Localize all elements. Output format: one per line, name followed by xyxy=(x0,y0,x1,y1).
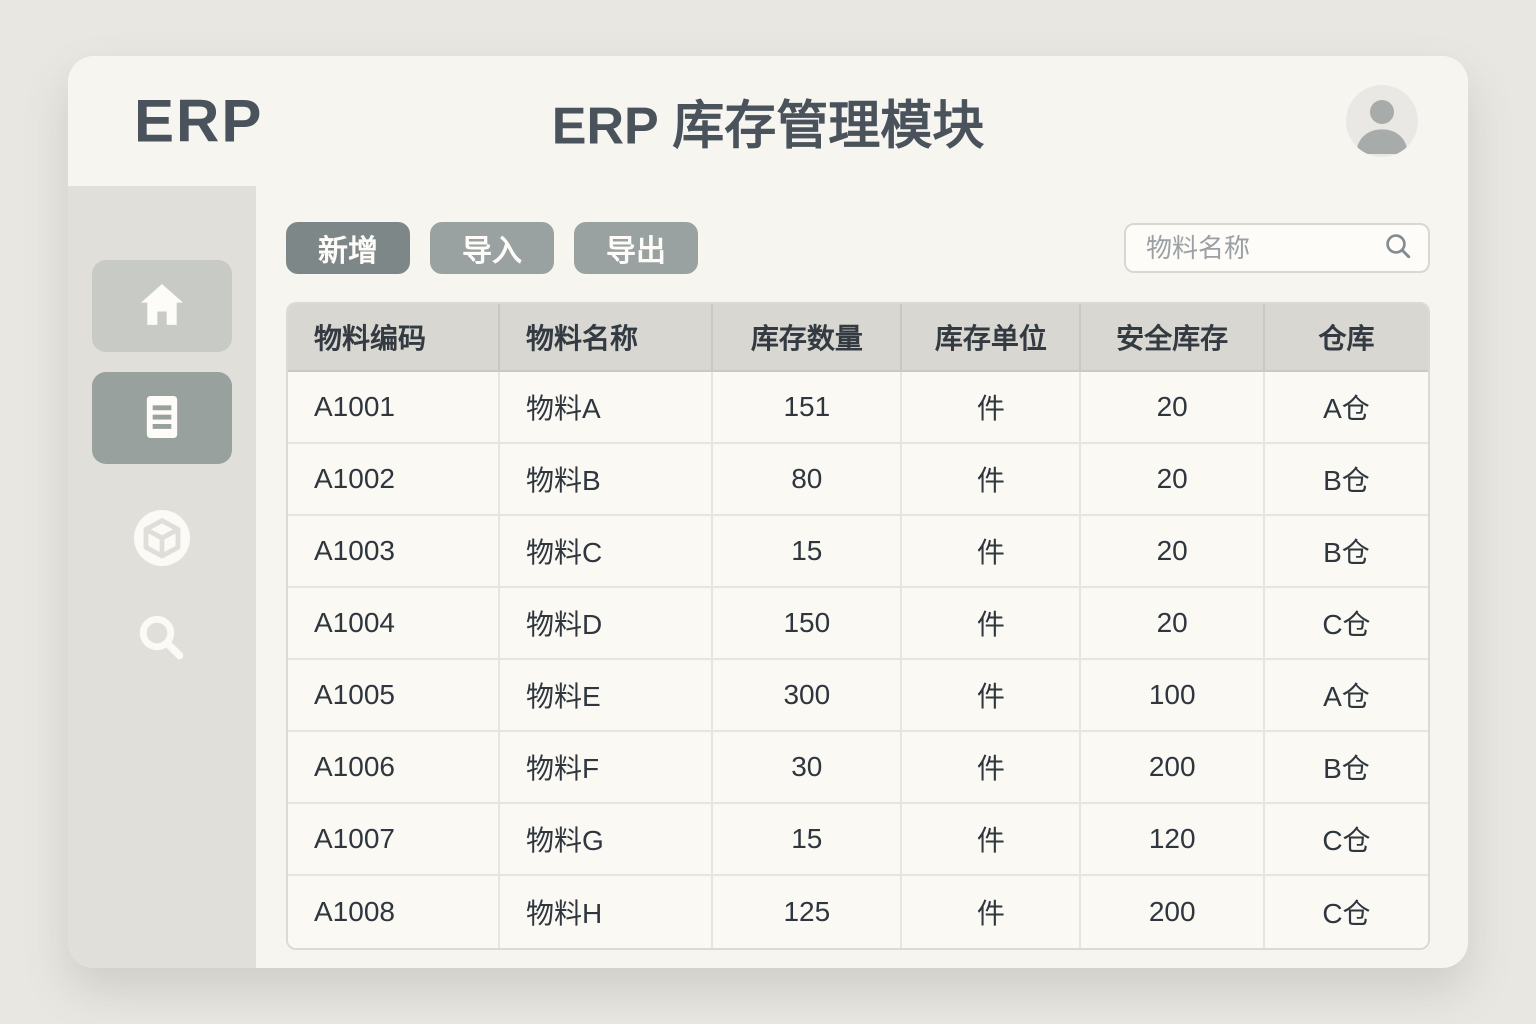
table-cell: 物料E xyxy=(500,660,714,730)
magnifier-icon xyxy=(1382,230,1414,267)
person-icon xyxy=(1346,100,1418,157)
table-cell: A1005 xyxy=(288,660,501,730)
search-box xyxy=(1124,223,1430,273)
table-cell: 20 xyxy=(1081,372,1265,442)
table-cell: 125 xyxy=(713,876,903,948)
table-cell: 件 xyxy=(902,588,1082,658)
export-button[interactable]: 导出 xyxy=(574,222,698,274)
search-icon xyxy=(132,608,192,671)
user-avatar[interactable] xyxy=(1346,85,1418,157)
table-cell: A1002 xyxy=(288,444,501,514)
table-cell: 物料H xyxy=(500,876,714,948)
table-cell: C仓 xyxy=(1322,898,1371,929)
table-cell: B仓 xyxy=(1323,753,1370,784)
sidebar-item-materials[interactable] xyxy=(92,504,232,574)
sidebar-nav xyxy=(68,186,256,968)
table-cell: 20 xyxy=(1081,516,1265,586)
table-cell: A1004 xyxy=(288,588,501,658)
app-logo: ERP xyxy=(134,87,264,155)
table-cell: 30 xyxy=(713,732,903,802)
table-cell: 件 xyxy=(902,732,1082,802)
table-cell: 120 xyxy=(1081,804,1265,874)
inventory-table: 物料编码 物料名称 库存数量 库存单位 安全库存 仓库 A1001 物料A 151 件 20 A仓 A… xyxy=(286,302,1430,950)
table-row[interactable]: A1008 物料H 125 件 200 C仓 xyxy=(288,876,1428,948)
table-cell: A1008 xyxy=(288,876,501,948)
inventory-table-body: A1001 物料A 151 件 20 A仓 A1002 物料B 80 件 20 B仓 A1003 物料C 1… xyxy=(288,372,1428,948)
column-header: 库存单位 xyxy=(902,304,1082,370)
table-row[interactable]: A1004 物料D 150 件 20 C仓 xyxy=(288,588,1428,660)
table-cell: 物料B xyxy=(500,444,714,514)
add-button[interactable]: 新增 xyxy=(286,222,410,274)
page-title: ERP 库存管理模块 xyxy=(551,97,985,156)
search-input[interactable] xyxy=(1146,232,1382,264)
column-header: 库存数量 xyxy=(713,304,903,370)
document-icon xyxy=(134,389,190,448)
table-cell: A1006 xyxy=(288,732,501,802)
table-cell: 物料G xyxy=(500,804,714,874)
app-header: ERP ERP 库存管理模块 xyxy=(68,56,1468,186)
cube-icon xyxy=(130,506,194,573)
table-cell: 件 xyxy=(902,660,1082,730)
table-cell: 80 xyxy=(713,444,903,514)
table-cell: 15 xyxy=(713,804,903,874)
table-cell: A1003 xyxy=(288,516,501,586)
table-cell: 15 xyxy=(713,516,903,586)
table-cell: 20 xyxy=(1081,444,1265,514)
column-header: 仓库 xyxy=(1318,323,1375,354)
table-cell: B仓 xyxy=(1323,465,1370,496)
sidebar-item-inventory[interactable] xyxy=(92,372,232,464)
table-row[interactable]: A1002 物料B 80 件 20 B仓 xyxy=(288,444,1428,516)
table-cell: C仓 xyxy=(1322,609,1371,640)
sidebar-item-search[interactable] xyxy=(92,604,232,674)
table-cell: 151 xyxy=(713,372,903,442)
table-cell: A1001 xyxy=(288,372,501,442)
table-row[interactable]: A1007 物料G 15 件 120 C仓 xyxy=(288,804,1428,876)
table-cell: 20 xyxy=(1081,588,1265,658)
table-cell: 件 xyxy=(902,804,1082,874)
table-cell: 物料F xyxy=(500,732,714,802)
table-cell: A仓 xyxy=(1323,393,1370,424)
app-window: ERP ERP 库存管理模块 xyxy=(68,56,1468,968)
table-cell: 物料C xyxy=(500,516,714,586)
table-row[interactable]: A1005 物料E 300 件 100 A仓 xyxy=(288,660,1428,732)
import-button[interactable]: 导入 xyxy=(430,222,554,274)
table-cell: 物料A xyxy=(500,372,714,442)
table-cell: 200 xyxy=(1081,732,1265,802)
table-row[interactable]: A1003 物料C 15 件 20 B仓 xyxy=(288,516,1428,588)
table-row[interactable]: A1006 物料F 30 件 200 B仓 xyxy=(288,732,1428,804)
column-header: 物料名称 xyxy=(500,304,714,370)
table-cell: 件 xyxy=(902,444,1082,514)
sidebar-item-home[interactable] xyxy=(92,260,232,352)
table-cell: 150 xyxy=(713,588,903,658)
table-cell: 件 xyxy=(902,372,1082,442)
table-cell: 件 xyxy=(902,516,1082,586)
table-cell: 100 xyxy=(1081,660,1265,730)
table-row[interactable]: A1001 物料A 151 件 20 A仓 xyxy=(288,372,1428,444)
column-header: 安全库存 xyxy=(1081,304,1265,370)
toolbar: 新增 导入 导出 xyxy=(286,222,1430,274)
table-cell: 件 xyxy=(902,876,1082,948)
column-header: 物料编码 xyxy=(288,304,501,370)
table-cell: 300 xyxy=(713,660,903,730)
home-icon xyxy=(134,277,190,336)
table-cell: A仓 xyxy=(1323,681,1370,712)
table-cell: B仓 xyxy=(1323,537,1370,568)
inventory-table-header: 物料编码 物料名称 库存数量 库存单位 安全库存 仓库 xyxy=(288,304,1428,372)
table-cell: C仓 xyxy=(1322,825,1371,856)
table-cell: 物料D xyxy=(500,588,714,658)
table-cell: A1007 xyxy=(288,804,501,874)
table-cell: 200 xyxy=(1081,876,1265,948)
